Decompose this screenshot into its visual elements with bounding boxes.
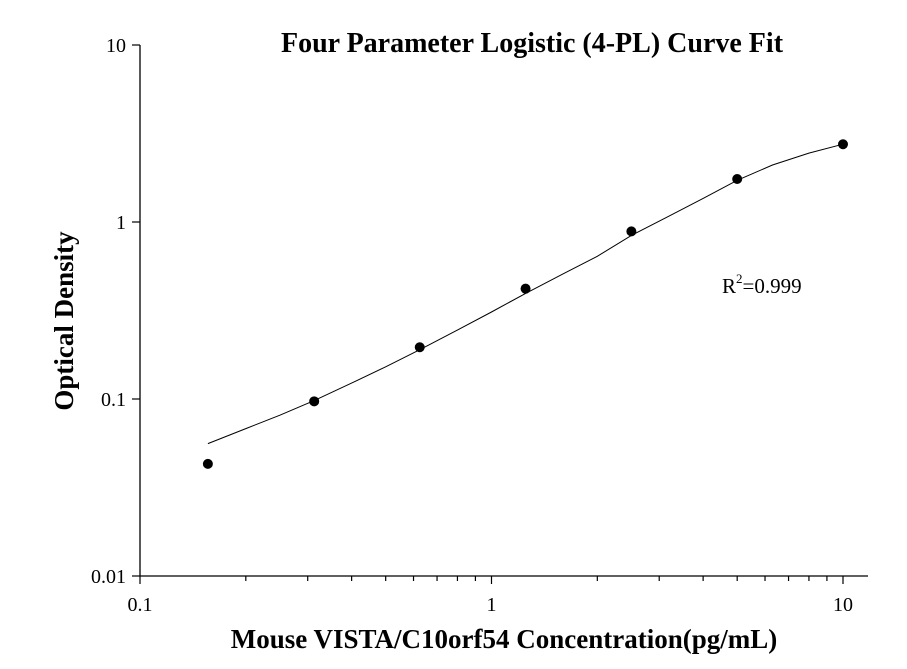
y-tick-label: 0.1	[101, 389, 126, 411]
data-point	[838, 139, 848, 150]
x-tick-label: 10	[833, 594, 853, 616]
data-point	[309, 396, 320, 407]
ticks	[132, 44, 844, 584]
data-point	[626, 226, 637, 237]
y-axis-label: Optical Density	[49, 231, 79, 411]
data-points	[202, 139, 848, 469]
data-point	[732, 173, 743, 184]
data-point	[520, 283, 531, 294]
x-tick-label: 1	[487, 594, 497, 616]
chart-title: Four Parameter Logistic (4-PL) Curve Fit	[281, 28, 784, 59]
data-point	[202, 458, 213, 469]
r-squared-superscript: 2	[736, 271, 743, 286]
x-axis-label: Mouse VISTA/C10orf54 Concentration(pg/mL…	[231, 624, 778, 654]
y-tick-label: 0.01	[91, 566, 126, 588]
data-point	[414, 342, 425, 353]
r-squared-annotation: R2=0.999	[722, 271, 802, 298]
r-squared-value: =0.999	[743, 274, 802, 298]
y-tick-label: 10	[106, 35, 126, 57]
x-tick-label: 0.1	[128, 594, 153, 616]
r-squared-base: R	[722, 274, 736, 298]
axes	[139, 45, 868, 577]
y-tick-label: 1	[116, 212, 126, 234]
